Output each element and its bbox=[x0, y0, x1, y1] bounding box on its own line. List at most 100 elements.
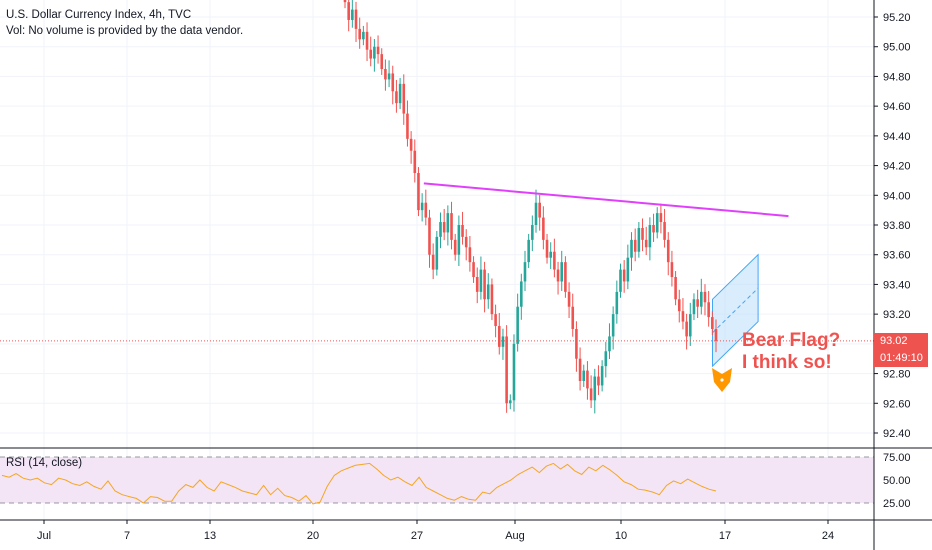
rsi-guides bbox=[0, 456, 874, 504]
candle-body bbox=[409, 138, 413, 151]
candle-body bbox=[391, 73, 395, 92]
candle-body bbox=[703, 291, 707, 303]
candle-body bbox=[369, 49, 373, 59]
candle-body bbox=[358, 28, 361, 40]
candle-body bbox=[663, 222, 666, 240]
last-price-badge: 93.02 bbox=[874, 333, 928, 350]
candle-body bbox=[475, 277, 479, 292]
candle-body bbox=[681, 311, 685, 322]
candle-body bbox=[453, 239, 457, 255]
price-tick-label: 93.20 bbox=[883, 309, 911, 321]
candle-body bbox=[376, 46, 380, 55]
candle-body bbox=[343, 0, 347, 3]
candle-body bbox=[545, 239, 549, 258]
rsi-axis: 75.00 50.00 25.00 bbox=[883, 452, 911, 510]
candle-body bbox=[428, 217, 431, 255]
candle-body bbox=[347, 2, 350, 20]
candle-body bbox=[714, 329, 718, 341]
candle-body bbox=[586, 370, 589, 389]
candle-body bbox=[365, 31, 369, 50]
candle-body bbox=[490, 284, 494, 315]
price-tick-label: 92.40 bbox=[883, 428, 911, 440]
candle-body bbox=[435, 236, 439, 270]
trendline bbox=[423, 182, 789, 218]
price-tick-label: 92.60 bbox=[883, 398, 911, 410]
candle-body bbox=[560, 262, 564, 282]
candle-body bbox=[696, 299, 699, 307]
candle-body bbox=[608, 336, 611, 352]
time-tick-label: 13 bbox=[204, 530, 216, 542]
price-tick-label: 92.80 bbox=[883, 369, 911, 381]
candle-body bbox=[564, 262, 567, 292]
price-tick-label: 94.00 bbox=[883, 190, 911, 202]
candle-body bbox=[534, 202, 538, 225]
candle-body bbox=[644, 239, 648, 248]
candle-body bbox=[670, 262, 674, 277]
candle-body bbox=[380, 54, 384, 69]
candle-body bbox=[531, 225, 534, 240]
rsi-tick-label: 50.00 bbox=[883, 475, 911, 487]
candle-body bbox=[630, 239, 633, 258]
candle-body bbox=[578, 358, 582, 381]
candle-body bbox=[549, 251, 553, 258]
candle-body bbox=[666, 239, 670, 263]
candle-body bbox=[622, 269, 626, 282]
candle-body bbox=[582, 370, 586, 381]
candle-body bbox=[711, 317, 714, 329]
candle-body bbox=[450, 213, 453, 240]
candle-body bbox=[461, 225, 464, 237]
candle-body bbox=[406, 113, 409, 139]
grid bbox=[0, 0, 874, 520]
rsi-tick-label: 75.00 bbox=[883, 452, 911, 464]
candle-body bbox=[431, 254, 435, 270]
candle-body bbox=[479, 269, 483, 292]
candle-body bbox=[685, 321, 688, 337]
time-tick-label: 24 bbox=[822, 530, 834, 542]
time-tick-label: 27 bbox=[411, 530, 423, 542]
price-tick-label: 94.20 bbox=[883, 161, 911, 173]
candle-body bbox=[354, 9, 358, 29]
candle-body bbox=[538, 202, 541, 218]
time-axis: Jul 7 13 20 27 Aug 10 17 24 bbox=[37, 520, 834, 542]
candle-body bbox=[494, 314, 497, 327]
candle-body bbox=[439, 222, 442, 237]
candle-body bbox=[373, 46, 376, 59]
candle-body bbox=[387, 73, 391, 80]
candle-body bbox=[637, 227, 641, 252]
candle-body bbox=[384, 69, 387, 80]
candle-body bbox=[398, 83, 402, 104]
countdown-badge: 01:49:10 bbox=[874, 350, 928, 367]
candle-body bbox=[446, 213, 450, 233]
candle-body bbox=[615, 291, 619, 315]
candles bbox=[343, 0, 718, 414]
candle-body bbox=[395, 91, 398, 104]
price-tick-label: 94.40 bbox=[883, 131, 911, 143]
time-tick-label: 7 bbox=[124, 530, 130, 542]
candle-body bbox=[442, 222, 446, 233]
time-tick-label: 10 bbox=[615, 530, 627, 542]
candle-body bbox=[402, 83, 406, 114]
candle-body bbox=[520, 281, 523, 307]
candle-body bbox=[659, 213, 663, 223]
candle-body bbox=[589, 388, 593, 401]
rsi-label: RSI (14, close) bbox=[6, 457, 83, 469]
candle-body bbox=[472, 262, 475, 277]
candle-body bbox=[575, 329, 578, 359]
candle-body bbox=[677, 299, 681, 312]
candle-body bbox=[674, 277, 677, 300]
price-tick-label: 95.00 bbox=[883, 42, 911, 54]
candle-body bbox=[420, 202, 424, 211]
candle-body bbox=[600, 366, 604, 386]
candle-body bbox=[611, 314, 615, 337]
candle-body bbox=[413, 150, 417, 173]
candle-body bbox=[501, 336, 505, 347]
volume-note: Vol: No volume is provided by the data v… bbox=[6, 25, 244, 37]
chart-title: U.S. Dollar Currency Index, 4h, TVC bbox=[6, 9, 192, 21]
rsi-line bbox=[1, 462, 717, 505]
candle-body bbox=[417, 173, 420, 211]
rsi-band bbox=[0, 457, 874, 503]
candle-body bbox=[655, 213, 659, 233]
time-tick-label: 20 bbox=[307, 530, 319, 542]
price-tick-label: 93.60 bbox=[883, 250, 911, 262]
